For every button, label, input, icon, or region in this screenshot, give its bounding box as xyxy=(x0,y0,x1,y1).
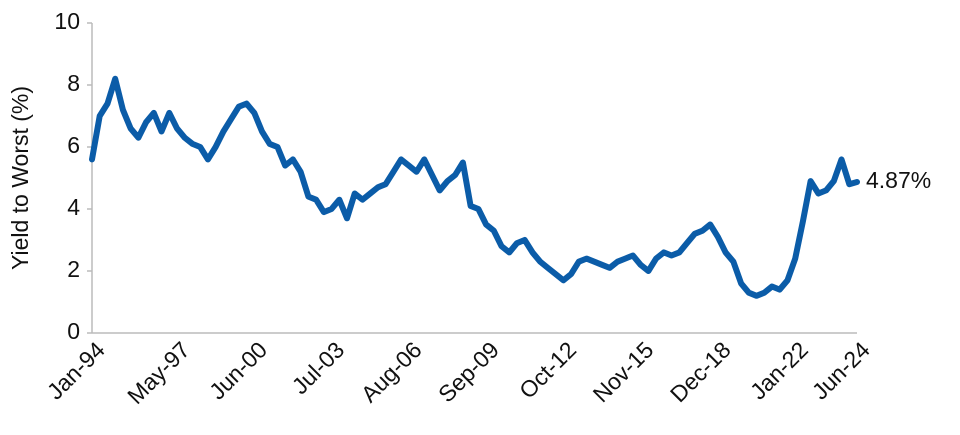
x-tick-label: Aug-06 xyxy=(356,336,427,407)
x-tick-label: Jun-24 xyxy=(807,336,875,404)
y-tick-label: 4 xyxy=(67,194,80,220)
x-tick-label: Jul-03 xyxy=(287,336,350,399)
x-tick-label: Jan-94 xyxy=(42,336,110,404)
x-tick-label: Dec-18 xyxy=(665,336,736,407)
y-tick-label: 6 xyxy=(67,132,80,158)
x-tick-label: Nov-15 xyxy=(588,336,659,407)
x-tick-label: Jan-22 xyxy=(745,336,813,404)
value-label: 4.87% xyxy=(866,167,931,193)
y-tick-label: 0 xyxy=(67,318,80,344)
y-tick-label: 2 xyxy=(67,256,80,282)
x-tick-label: May-97 xyxy=(122,336,195,409)
x-tick-label: Oct-12 xyxy=(514,336,581,403)
y-tick-label: 8 xyxy=(67,70,80,96)
x-tick-label: Jun-00 xyxy=(204,336,272,404)
x-tick-label: Sep-09 xyxy=(433,336,504,407)
y-axis-label: Yield to Worst (%) xyxy=(7,86,33,270)
data-line xyxy=(89,75,860,299)
y-tick-label: 10 xyxy=(54,8,80,34)
